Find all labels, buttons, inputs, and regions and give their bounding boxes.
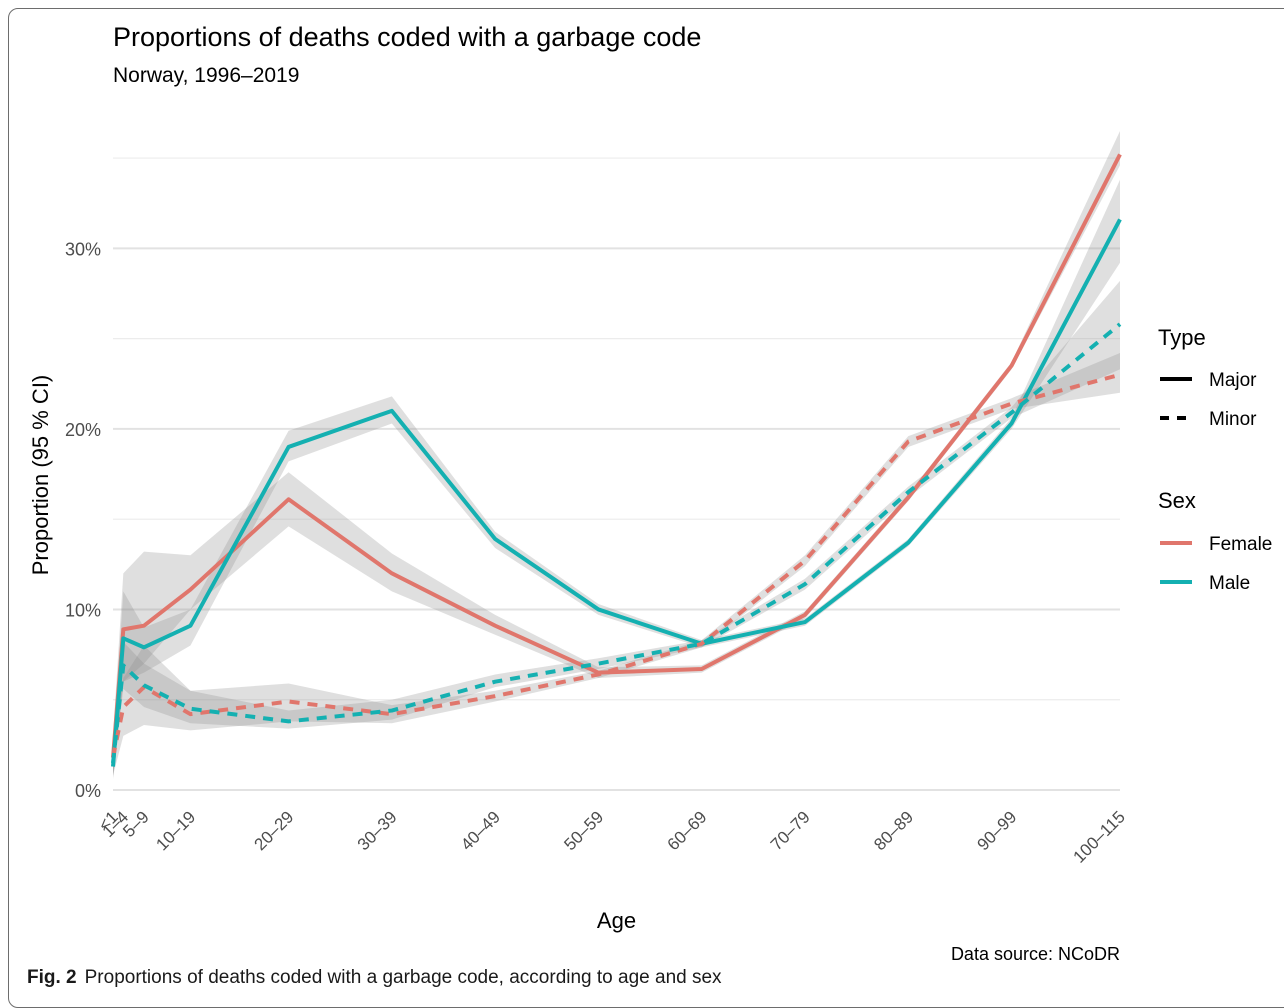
- legend-label-female: Female: [1209, 534, 1272, 555]
- x-tick-label: 70–79: [767, 807, 814, 854]
- chart-title: Proportions of deaths coded with a garba…: [113, 22, 702, 52]
- chart-subtitle: Norway, 1996–2019: [113, 64, 300, 87]
- legend-type-title: Type: [1158, 325, 1206, 350]
- y-axis-title: Proportion (95 % CI): [28, 375, 53, 576]
- x-tick-label: 80–89: [870, 807, 917, 854]
- legend-sex-title: Sex: [1158, 488, 1196, 513]
- series-line-male-minor: [111, 322, 1122, 764]
- x-tick-label: 100–115: [1069, 807, 1128, 866]
- legend-label-major: Major: [1209, 370, 1257, 391]
- figure-caption-text: Proportions of deaths coded with a garba…: [84, 967, 722, 988]
- y-tick-label: 10%: [65, 600, 101, 620]
- data-source-note: Data source: NCoDR: [951, 944, 1120, 964]
- series-line-male-major: [111, 218, 1122, 767]
- y-tick-label: 30%: [65, 239, 101, 259]
- ci-band-female-minor: [113, 353, 1120, 776]
- x-tick-label: 50–59: [560, 807, 607, 854]
- x-axis-title: Age: [597, 908, 636, 933]
- x-tick-label: 10–19: [152, 807, 199, 854]
- figure-caption: Fig. 2 Proportions of deaths coded with a…: [27, 967, 722, 989]
- x-tick-label: 60–69: [664, 807, 711, 854]
- y-tick-label: 20%: [65, 420, 101, 440]
- x-tick-label: 40–49: [457, 807, 504, 854]
- x-tick-label: 5–9: [119, 807, 152, 840]
- legend-label-minor: Minor: [1209, 409, 1257, 430]
- x-tick-label: 20–29: [251, 807, 298, 854]
- y-tick-label: 0%: [75, 781, 101, 801]
- series-line-female-major: [111, 153, 1122, 758]
- legend-label-male: Male: [1209, 573, 1250, 594]
- x-tick-label: 30–39: [354, 807, 401, 854]
- x-tick-label: 90–99: [974, 807, 1021, 854]
- ci-band-female-major: [113, 130, 1120, 776]
- figure-label: Fig. 2: [27, 967, 77, 988]
